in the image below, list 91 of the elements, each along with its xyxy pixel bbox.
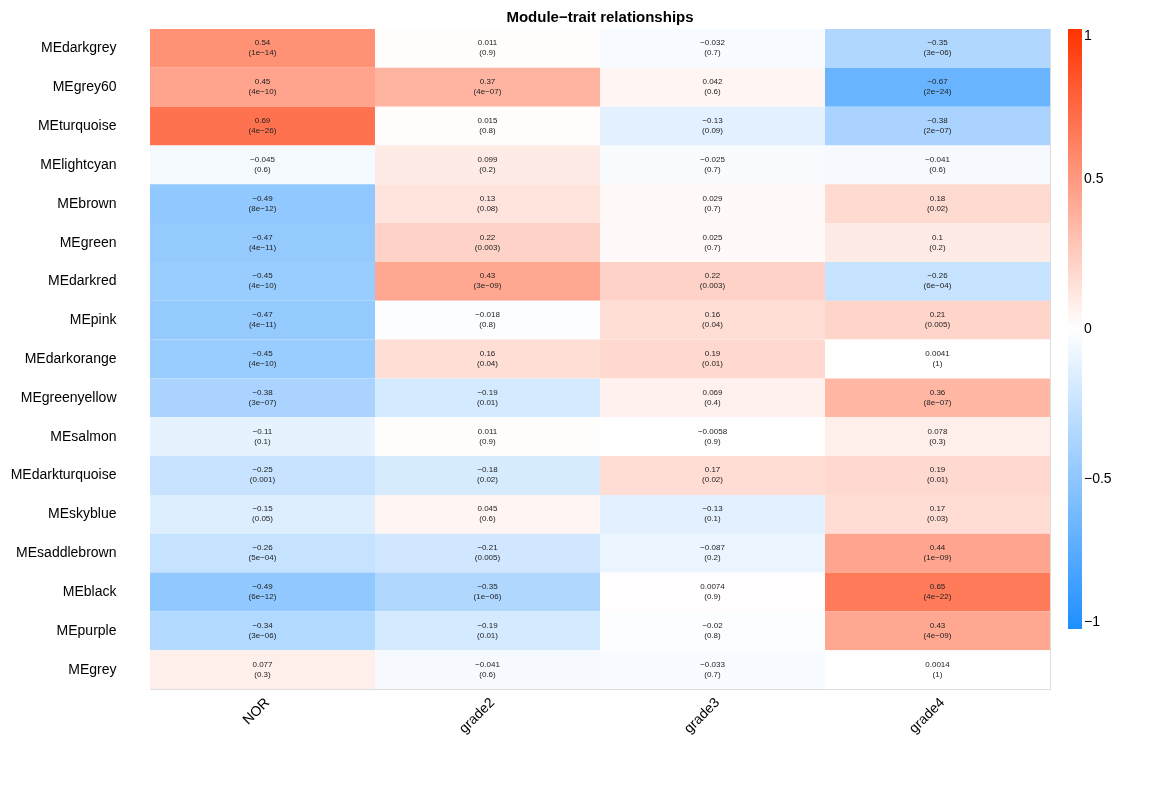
color-bar-label: 0 [1084, 320, 1092, 336]
data-label: −0.041 (0.6) [925, 154, 951, 174]
y-tick-label: MEskyblue [48, 505, 117, 522]
data-label: 0.69 (4e−26) [248, 116, 277, 136]
data-label: 0.22 (0.003) [474, 232, 501, 252]
data-label: −0.38 (3e−07) [248, 387, 277, 407]
data-label: 0.0074 (0.9) [700, 581, 726, 601]
data-label: −0.38 (2e−07) [923, 116, 952, 136]
data-label: 0.045 (0.6) [477, 504, 499, 524]
y-tick-label: MEgreen [59, 233, 117, 250]
data-label: 0.011 (0.9) [477, 426, 498, 446]
data-label: −0.45 (4e−10) [248, 349, 277, 368]
data-label: 0.0014 (1) [925, 659, 951, 679]
y-tick-label: MEsalmon [50, 427, 117, 444]
data-label: −0.26 (6e−04) [923, 271, 952, 291]
y-tick-label: MEgrey60 [52, 78, 117, 95]
data-label: −0.13 (0.09) [702, 116, 724, 136]
data-label: −0.35 (1e−06) [473, 581, 502, 601]
y-tick-label: MEbrown [57, 194, 117, 211]
data-label: 0.042 (0.6) [702, 77, 724, 97]
data-label: 0.43 (3e−09) [473, 271, 502, 291]
y-tick-label: MEpink [69, 311, 118, 328]
data-label: −0.025 (0.7) [700, 154, 726, 174]
data-label: −0.18 (0.02) [477, 465, 499, 485]
data-label: 0.029 (0.7) [702, 193, 724, 213]
data-label: −0.26 (5e−04) [248, 543, 277, 563]
color-bar-label: −1 [1084, 613, 1101, 629]
data-label: −0.45 (4e−10) [248, 271, 277, 291]
data-label: 0.45 (4e−10) [248, 77, 277, 97]
data-label: 0.1 (0.2) [929, 232, 947, 252]
data-label: −0.13 (0.1) [702, 504, 724, 524]
data-label: −0.041 (0.6) [475, 659, 501, 679]
color-bar-label: 0.5 [1084, 170, 1104, 186]
data-label: −0.0058 (0.9) [697, 426, 728, 446]
y-tick-label: MEdarkgrey [41, 39, 117, 56]
data-label: −0.087 (0.2) [700, 543, 726, 563]
data-label: −0.19 (0.01) [477, 387, 499, 407]
data-label: 0.17 (0.02) [702, 465, 724, 485]
data-label: −0.19 (0.01) [477, 620, 499, 640]
data-label: −0.47 (4e−11) [248, 310, 277, 330]
data-label: 0.18 (0.02) [927, 193, 949, 213]
data-label: 0.44 (1e−09) [923, 543, 952, 563]
y-tick-label: MEdarkorange [24, 350, 117, 366]
data-label: −0.49 (8e−12) [248, 193, 277, 213]
data-label: 0.16 (0.04) [477, 349, 499, 368]
data-label: −0.67 (2e−24) [923, 77, 952, 97]
data-label: −0.21 (0.005) [474, 543, 501, 563]
data-label: 0.36 (8e−07) [923, 387, 952, 407]
data-label: −0.15 (0.05) [252, 504, 274, 524]
data-label: 0.16 (0.04) [702, 310, 724, 330]
y-tick-label: MEblack [62, 582, 118, 599]
data-label: 0.069 (0.4) [702, 387, 724, 407]
data-label: 0.0041 (1) [925, 349, 951, 368]
data-label: 0.099 (0.2) [477, 154, 499, 174]
data-label: 0.43 (4e−09) [923, 620, 952, 640]
data-label: −0.032 (0.7) [700, 38, 726, 58]
data-label: −0.25 (0.001) [249, 465, 276, 485]
data-label: −0.018 (0.8) [475, 310, 501, 330]
data-label: −0.35 (3e−06) [923, 38, 952, 58]
data-label: −0.47 (4e−11) [248, 232, 277, 252]
y-tick-label: MEdarkred [48, 272, 117, 289]
y-tick-label: MEgrey [68, 660, 117, 677]
data-label: 0.21 (0.005) [924, 310, 951, 330]
data-label: −0.34 (3e−06) [248, 620, 277, 640]
y-tick-label: MElightcyan [40, 155, 117, 172]
data-label: 0.22 (0.003) [699, 271, 726, 291]
data-label: 0.54 (1e−14) [248, 38, 277, 58]
data-label: −0.045 (0.6) [250, 154, 276, 174]
data-label: 0.015 (0.8) [477, 116, 499, 136]
chart-title: Module−trait relationships [506, 8, 694, 25]
data-label: 0.19 (0.01) [927, 465, 949, 485]
data-label: 0.37 (4e−07) [473, 77, 502, 97]
data-label: −0.11 (0.1) [252, 426, 273, 446]
data-label: −0.49 (6e−12) [248, 581, 277, 601]
data-label: 0.011 (0.9) [477, 38, 498, 58]
y-tick-label: MEdarkturquoise [10, 466, 117, 483]
data-label: 0.077 (0.3) [252, 659, 274, 679]
y-tick-label: MEturquoise [37, 117, 117, 134]
y-tick-label: MEpurple [56, 621, 117, 638]
data-label: 0.19 (0.01) [702, 349, 724, 368]
data-label: −0.02 (0.8) [702, 620, 724, 640]
data-label: 0.65 (4e−22) [923, 581, 952, 601]
y-tick-label: MEgreenyellow [20, 388, 118, 405]
data-label: 0.17 (0.03) [927, 504, 949, 524]
color-bar-label: 1 [1084, 27, 1092, 43]
data-label: 0.078 (0.3) [927, 426, 949, 446]
data-label: 0.13 (0.08) [477, 193, 499, 213]
data-label: 0.025 (0.7) [702, 232, 724, 252]
color-bar-label: −0.5 [1084, 470, 1112, 486]
y-tick-label: MEsaddlebrown [16, 544, 117, 561]
data-label: −0.033 (0.7) [700, 659, 726, 679]
